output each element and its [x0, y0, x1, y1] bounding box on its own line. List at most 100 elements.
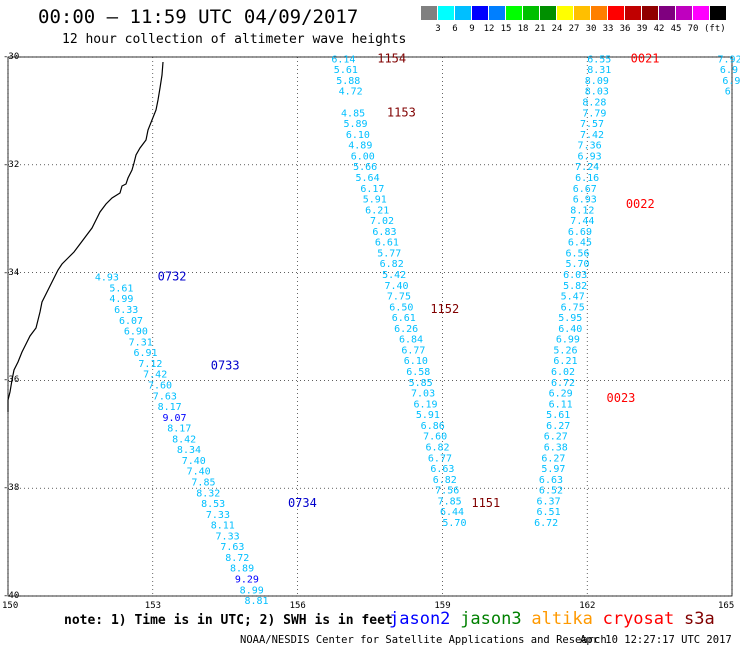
wave-height-label: 6.58: [406, 367, 430, 378]
wave-height-label: 6.07: [119, 316, 143, 327]
color-swatch: [489, 6, 505, 20]
wave-height-label: 8.72: [225, 553, 249, 564]
wave-height-label: 6.27: [546, 421, 570, 432]
wave-height-label: 8.99: [240, 585, 264, 596]
wave-height-label: 7.63: [220, 542, 244, 553]
color-swatch: [574, 6, 590, 20]
y-tick-label: -36: [3, 375, 20, 386]
wave-height-label: 6.29: [549, 389, 573, 400]
x-tick-label: 153: [144, 601, 162, 611]
wave-height-label: 8.32: [196, 488, 220, 499]
wave-height-label: 6.82: [380, 259, 404, 270]
color-scale-label: 70: [687, 24, 699, 34]
x-tick-label: 156: [289, 601, 306, 611]
wave-height-label: 4.85: [341, 108, 365, 119]
wave-height-label: 6.17: [360, 184, 384, 195]
wave-height-label: 6.93: [578, 151, 602, 162]
satellite-track: 6.558.318.098.038.287.797.577.427.366.93…: [534, 51, 659, 529]
wave-height-label: 5.77: [377, 248, 401, 259]
x-tick-label: 159: [434, 601, 451, 611]
wave-height-label: 6.10: [346, 130, 370, 141]
wave-height-label: 4.99: [109, 294, 133, 305]
wave-height-label: 7.75: [387, 292, 411, 303]
wave-height-label: 6.33: [114, 305, 138, 316]
y-tick-label: -34: [3, 267, 20, 278]
legend-entry-altika: altika: [531, 609, 593, 629]
color-scale-label: 36: [619, 24, 631, 34]
satellite-track: 4.935.614.996.336.076.907.316.917.127.42…: [95, 270, 317, 607]
color-swatch: [676, 6, 692, 20]
wave-height-label: 5.26: [553, 345, 577, 356]
wave-height-label: 5.97: [541, 464, 565, 475]
wave-height-label: 6.02: [551, 367, 575, 378]
wave-height-label: 8.53: [201, 499, 225, 510]
wave-height-label: 6.91: [133, 348, 157, 359]
lat-lon-grid: [7, 56, 733, 597]
color-scale-label: 33: [602, 24, 614, 34]
wave-height-label: 7.57: [580, 119, 604, 130]
color-swatch: [659, 6, 675, 20]
wave-height-label: 7.24: [575, 162, 599, 173]
wave-height-label: 6.55: [587, 54, 611, 65]
legend-entry-jason3: jason3: [460, 609, 522, 629]
y-tick-label: -30: [3, 52, 20, 62]
wave-height-label: 6.26: [394, 324, 418, 335]
wave-height-label: 6.63: [539, 475, 563, 486]
wave-height-label: 7.60: [148, 380, 172, 391]
color-scale-label: 42: [653, 24, 665, 34]
color-scale-label: 21: [534, 24, 546, 34]
color-swatch: [506, 6, 522, 20]
wave-height-label: 6.61: [375, 238, 399, 249]
wave-height-label: 7.85: [191, 478, 215, 489]
wave-height-label: 5.42: [382, 270, 406, 281]
map-frame: [7, 56, 733, 597]
pass-time-label: 0733: [211, 359, 240, 373]
wave-height-label: 8.17: [167, 424, 191, 435]
wave-height-label: 6.44: [440, 507, 464, 518]
wave-height-label: 6.77: [401, 345, 425, 356]
wave-height-label: 7.33: [216, 531, 240, 542]
wave-height-label: 6.84: [399, 335, 423, 346]
wave-height-label: 7.56: [435, 486, 459, 497]
color-scale-label: 9: [469, 24, 475, 34]
pass-time-label: 1154: [377, 51, 406, 65]
pass-time-label: 1152: [430, 302, 459, 316]
x-tick-label: 165: [718, 601, 735, 611]
wave-height-label: 7.42: [580, 130, 604, 141]
wave-height-label: 5.89: [343, 119, 367, 130]
wave-height-label: 6.72: [551, 378, 575, 389]
color-swatch: [438, 6, 454, 20]
color-swatch: [625, 6, 641, 20]
credit-line: NOAA/NESDIS Center for Satellite Applica…: [240, 634, 607, 646]
color-scale-label: 27: [568, 24, 580, 34]
color-swatch: [591, 6, 607, 20]
wave-height-label: 7.31: [129, 337, 153, 348]
color-swatch: [523, 6, 539, 20]
wave-height-label: 7.79: [582, 108, 606, 119]
pass-time-label: 0021: [631, 51, 660, 65]
wave-height-label: 6.82: [433, 475, 457, 486]
color-swatch: [472, 6, 488, 20]
color-swatch: [455, 6, 471, 20]
wave-height-label: 5.91: [363, 195, 387, 206]
color-swatch: [557, 6, 573, 20]
wave-height-label: 6.11: [549, 399, 573, 410]
wave-height-label: 8.31: [587, 65, 611, 76]
wave-height-label: 6.83: [372, 227, 396, 238]
pass-time-label: 0023: [607, 391, 636, 405]
wave-height-label: 5.70: [442, 518, 466, 529]
y-tick-label: -40: [3, 591, 20, 601]
footer-note: note: 1) Time is in UTC; 2) SWH is in fe…: [64, 613, 393, 628]
wave-height-label: 4.93: [95, 273, 119, 284]
wave-height-label: 7.36: [578, 141, 602, 152]
wave-height-label: 8.09: [585, 76, 609, 87]
wave-height-label: 6.77: [428, 453, 452, 464]
legend-entry-cryosat: cryosat: [602, 609, 675, 629]
wave-height-label: 7.40: [182, 456, 206, 467]
wave-height-label: 6.00: [351, 151, 375, 162]
color-scale-label: 6: [452, 24, 458, 34]
wave-height-label: 6.99: [556, 335, 580, 346]
wave-height-label: 6.63: [430, 464, 454, 475]
wave-height-label: 6.61: [392, 313, 416, 324]
map-subtitle: 12 hour collection of altimeter wave hei…: [62, 32, 407, 47]
